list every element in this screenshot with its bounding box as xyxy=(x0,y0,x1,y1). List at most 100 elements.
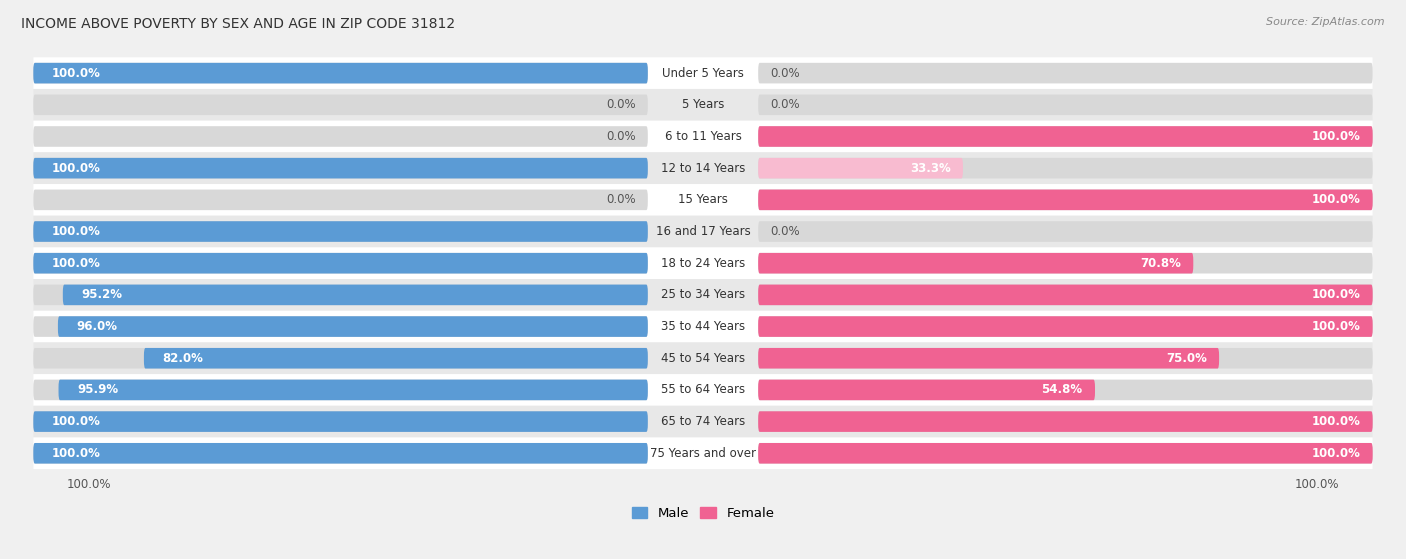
Text: 100.0%: 100.0% xyxy=(1312,130,1360,143)
Text: 100.0%: 100.0% xyxy=(1312,193,1360,206)
Text: 54.8%: 54.8% xyxy=(1042,383,1083,396)
Text: 95.9%: 95.9% xyxy=(77,383,118,396)
Text: 6 to 11 Years: 6 to 11 Years xyxy=(665,130,741,143)
FancyBboxPatch shape xyxy=(34,443,648,463)
FancyBboxPatch shape xyxy=(34,94,648,115)
Text: 12 to 14 Years: 12 to 14 Years xyxy=(661,162,745,174)
Text: 75.0%: 75.0% xyxy=(1166,352,1206,364)
FancyBboxPatch shape xyxy=(34,190,648,210)
FancyBboxPatch shape xyxy=(758,411,1372,432)
FancyBboxPatch shape xyxy=(34,158,648,178)
Text: 15 Years: 15 Years xyxy=(678,193,728,206)
Text: Under 5 Years: Under 5 Years xyxy=(662,67,744,79)
FancyBboxPatch shape xyxy=(34,411,648,432)
FancyBboxPatch shape xyxy=(34,279,1372,311)
FancyBboxPatch shape xyxy=(34,443,648,463)
FancyBboxPatch shape xyxy=(34,411,648,432)
Text: 0.0%: 0.0% xyxy=(770,225,800,238)
Text: 0.0%: 0.0% xyxy=(606,130,636,143)
FancyBboxPatch shape xyxy=(758,190,1372,210)
FancyBboxPatch shape xyxy=(758,411,1372,432)
FancyBboxPatch shape xyxy=(34,153,1372,184)
FancyBboxPatch shape xyxy=(34,58,1372,89)
FancyBboxPatch shape xyxy=(758,158,1372,178)
Text: 0.0%: 0.0% xyxy=(770,67,800,79)
FancyBboxPatch shape xyxy=(34,158,648,178)
Text: 100.0%: 100.0% xyxy=(1312,415,1360,428)
FancyBboxPatch shape xyxy=(34,374,1372,406)
FancyBboxPatch shape xyxy=(34,63,648,83)
Legend: Male, Female: Male, Female xyxy=(631,506,775,520)
Text: 18 to 24 Years: 18 to 24 Years xyxy=(661,257,745,269)
Text: INCOME ABOVE POVERTY BY SEX AND AGE IN ZIP CODE 31812: INCOME ABOVE POVERTY BY SEX AND AGE IN Z… xyxy=(21,17,456,31)
Text: Source: ZipAtlas.com: Source: ZipAtlas.com xyxy=(1267,17,1385,27)
FancyBboxPatch shape xyxy=(34,253,648,273)
FancyBboxPatch shape xyxy=(758,126,1372,147)
Text: 75 Years and over: 75 Years and over xyxy=(650,447,756,459)
FancyBboxPatch shape xyxy=(34,121,1372,153)
FancyBboxPatch shape xyxy=(758,63,1372,83)
Text: 0.0%: 0.0% xyxy=(606,193,636,206)
FancyBboxPatch shape xyxy=(758,285,1372,305)
FancyBboxPatch shape xyxy=(758,253,1194,273)
Text: 5 Years: 5 Years xyxy=(682,98,724,111)
FancyBboxPatch shape xyxy=(758,126,1372,147)
FancyBboxPatch shape xyxy=(758,253,1372,273)
Text: 65 to 74 Years: 65 to 74 Years xyxy=(661,415,745,428)
FancyBboxPatch shape xyxy=(758,316,1372,337)
Text: 0.0%: 0.0% xyxy=(606,98,636,111)
FancyBboxPatch shape xyxy=(34,63,648,83)
FancyBboxPatch shape xyxy=(34,380,648,400)
FancyBboxPatch shape xyxy=(758,348,1219,368)
FancyBboxPatch shape xyxy=(34,438,1372,469)
FancyBboxPatch shape xyxy=(34,248,1372,279)
FancyBboxPatch shape xyxy=(58,316,648,337)
FancyBboxPatch shape xyxy=(758,94,1372,115)
Text: 33.3%: 33.3% xyxy=(910,162,950,174)
FancyBboxPatch shape xyxy=(34,348,648,368)
FancyBboxPatch shape xyxy=(34,285,648,305)
FancyBboxPatch shape xyxy=(34,406,1372,438)
Text: 70.8%: 70.8% xyxy=(1140,257,1181,269)
Text: 100.0%: 100.0% xyxy=(1312,320,1360,333)
FancyBboxPatch shape xyxy=(63,285,648,305)
Text: 100.0%: 100.0% xyxy=(52,162,101,174)
Text: 16 and 17 Years: 16 and 17 Years xyxy=(655,225,751,238)
Text: 100.0%: 100.0% xyxy=(52,415,101,428)
FancyBboxPatch shape xyxy=(143,348,648,368)
Text: 100.0%: 100.0% xyxy=(52,225,101,238)
Text: 100.0%: 100.0% xyxy=(52,447,101,459)
Text: 100.0%: 100.0% xyxy=(52,257,101,269)
FancyBboxPatch shape xyxy=(758,348,1372,368)
Text: 45 to 54 Years: 45 to 54 Years xyxy=(661,352,745,364)
Text: 95.2%: 95.2% xyxy=(82,288,122,301)
Text: 100.0%: 100.0% xyxy=(1312,447,1360,459)
Text: 100.0%: 100.0% xyxy=(52,67,101,79)
FancyBboxPatch shape xyxy=(34,216,1372,248)
FancyBboxPatch shape xyxy=(34,316,648,337)
FancyBboxPatch shape xyxy=(34,343,1372,374)
Text: 82.0%: 82.0% xyxy=(163,352,204,364)
FancyBboxPatch shape xyxy=(758,158,963,178)
FancyBboxPatch shape xyxy=(758,443,1372,463)
Text: 25 to 34 Years: 25 to 34 Years xyxy=(661,288,745,301)
FancyBboxPatch shape xyxy=(758,443,1372,463)
FancyBboxPatch shape xyxy=(34,221,648,242)
FancyBboxPatch shape xyxy=(34,126,648,147)
FancyBboxPatch shape xyxy=(34,89,1372,121)
FancyBboxPatch shape xyxy=(34,253,648,273)
FancyBboxPatch shape xyxy=(758,380,1095,400)
Text: 100.0%: 100.0% xyxy=(1312,288,1360,301)
Text: 35 to 44 Years: 35 to 44 Years xyxy=(661,320,745,333)
FancyBboxPatch shape xyxy=(758,190,1372,210)
FancyBboxPatch shape xyxy=(758,316,1372,337)
FancyBboxPatch shape xyxy=(758,285,1372,305)
Text: 55 to 64 Years: 55 to 64 Years xyxy=(661,383,745,396)
FancyBboxPatch shape xyxy=(758,380,1372,400)
FancyBboxPatch shape xyxy=(59,380,648,400)
FancyBboxPatch shape xyxy=(34,311,1372,343)
Text: 0.0%: 0.0% xyxy=(770,98,800,111)
Text: 96.0%: 96.0% xyxy=(76,320,118,333)
FancyBboxPatch shape xyxy=(34,184,1372,216)
FancyBboxPatch shape xyxy=(34,221,648,242)
